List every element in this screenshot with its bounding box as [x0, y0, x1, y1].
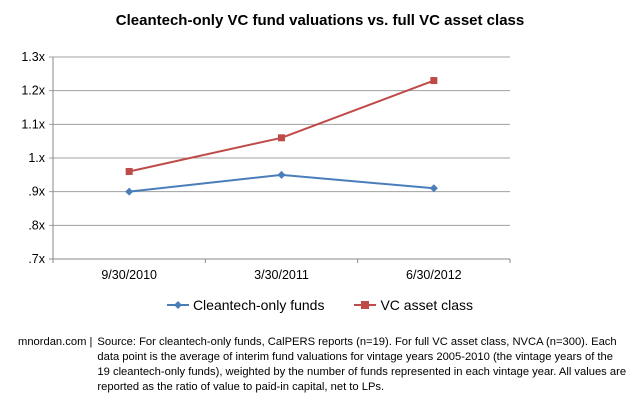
y-tick-label: .8x: [28, 218, 45, 232]
y-tick-label: .7x: [28, 252, 45, 266]
x-tick-label: 6/30/2012: [406, 268, 462, 282]
y-tick-label: .9x: [28, 185, 45, 199]
y-tick-label: 1.1x: [21, 117, 45, 131]
line-chart: .7x .8x .9x 1.x 1.1x 1.2x 1.3x 9/30/2010 3/30/20…: [21, 50, 511, 282]
x-tick-label: 3/30/2011: [254, 268, 309, 282]
legend-label: VC asset class: [380, 297, 474, 313]
data-point-0-2: [429, 184, 438, 193]
legend-item-vc: VC asset class: [354, 297, 473, 313]
source-site: mnordan.com |: [18, 336, 93, 348]
source-note: Source: For cleantech-only funds, CalPER…: [97, 336, 627, 393]
x-tick-label: 9/30/2010: [101, 268, 157, 282]
footer: mnordan.com | Source: For cleantech-only…: [18, 335, 628, 395]
legend-marker-square-icon: [354, 301, 377, 309]
data-point-1-1: [278, 134, 285, 142]
chart-title: Cleantech-only VC fund valuations vs. fu…: [115, 12, 525, 29]
data-point-1-2: [430, 77, 438, 85]
data-point-0-1: [277, 170, 286, 179]
y-tick-label: 1.3x: [21, 50, 45, 64]
y-tick-label: 1.x: [28, 151, 45, 165]
legend: Cleantech-only funds VC asset class: [0, 297, 640, 313]
data-point-1-0: [125, 167, 133, 175]
y-tick-label: 1.2x: [21, 84, 45, 98]
legend-marker-diamond-icon: [166, 301, 189, 309]
data-point-0-0: [125, 187, 134, 196]
legend-label: Cleantech-only funds: [192, 297, 325, 313]
legend-item-cleantech: Cleantech-only funds: [166, 297, 325, 313]
